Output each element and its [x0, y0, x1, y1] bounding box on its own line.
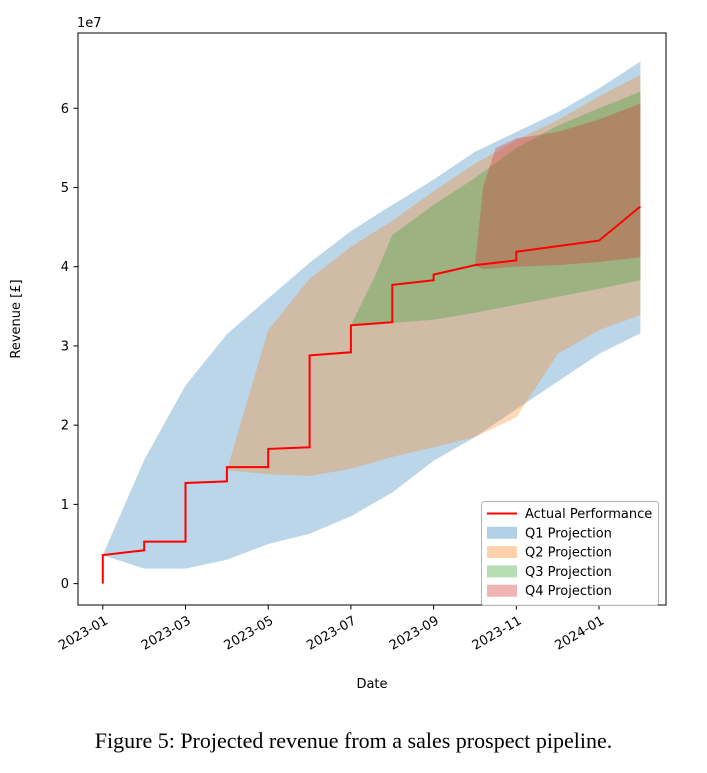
y-axis-title: Revenue [£]: [9, 279, 24, 358]
plot-area: [101, 61, 642, 584]
y-tick-label: 5: [61, 181, 69, 196]
x-tick-label: 2023-01: [56, 613, 111, 653]
x-tick-label: 2023-05: [222, 613, 277, 653]
legend-patch-swatch: [487, 546, 517, 559]
y-tick-label: 0: [61, 577, 69, 592]
y-tick-label: 1: [61, 498, 69, 513]
x-tick-label: 2023-09: [387, 613, 442, 653]
x-tick-label: 2023-11: [470, 613, 525, 653]
band-q4-projection: [475, 103, 641, 270]
y-tick-label: 4: [61, 260, 69, 275]
axes-spines: [77, 32, 667, 606]
band-q3-projection: [350, 91, 641, 326]
x-tick-label: 2024-01: [552, 613, 607, 653]
x-axis-title: Date: [356, 677, 387, 692]
y-tick-label: 6: [61, 102, 69, 117]
legend-label: Actual Performance: [525, 507, 652, 522]
y-tick-label: 3: [61, 339, 69, 354]
legend-patch-swatch: [487, 565, 517, 578]
y-axis-offset-label: 1e7: [77, 16, 102, 31]
legend: Actual Performance Q1 Projection Q2 Projec…: [481, 501, 659, 606]
figure-caption: Figure 5: Projected revenue from a sales…: [94, 728, 613, 753]
actual-performance-line: [101, 205, 642, 584]
y-tick-label: 2: [61, 419, 69, 434]
legend-patch-swatch: [487, 526, 517, 539]
legend-label: Q2 Projection: [525, 546, 612, 561]
band-q1-projection: [102, 61, 641, 569]
legend-box: [481, 501, 659, 606]
legend-patch-swatch: [487, 584, 517, 597]
legend-label: Q3 Projection: [525, 565, 612, 580]
x-tick-label: 2023-07: [304, 613, 359, 653]
legend-label: Q1 Projection: [525, 526, 612, 541]
x-tick-label: 2023-03: [139, 613, 194, 653]
revenue-projection-chart: 0 1 2 3 4 5 6 1e7 2023-01 2023-03 2023-05 2023-07 20…: [9, 16, 667, 692]
legend-label: Q4 Projection: [525, 584, 612, 599]
